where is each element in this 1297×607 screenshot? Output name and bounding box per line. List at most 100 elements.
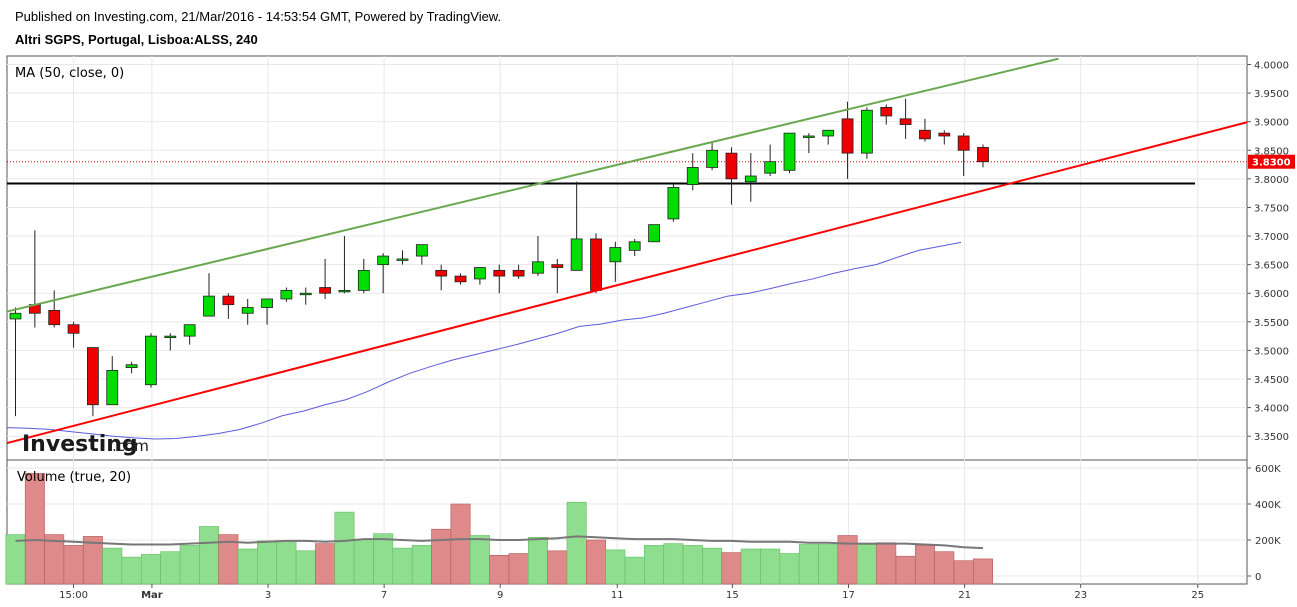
candle-body: [106, 370, 119, 406]
volume-bar: [818, 544, 839, 585]
volume-bar: [334, 511, 355, 585]
candle-body: [551, 264, 564, 268]
candle-body: [667, 187, 680, 220]
candle-body: [725, 152, 738, 180]
logo-investing: Investing: [22, 432, 138, 457]
candle-body: [280, 289, 293, 300]
price-tick-label: 3.3500: [1254, 432, 1289, 443]
volume-bar: [973, 558, 993, 585]
volume-bar: [663, 543, 684, 585]
axes: 4.0000 3.9500 3.9000 3.8500 3.8000 3.7500 3.70…: [59, 61, 1295, 601]
candle-body: [415, 244, 428, 257]
volume-bar: [373, 533, 394, 585]
last-price-tag: [1248, 154, 1295, 169]
candle-body: [87, 347, 99, 406]
candle-body: [261, 298, 273, 308]
candle-body: [454, 275, 467, 283]
volume-bar: [508, 553, 529, 585]
candle-body: [222, 295, 235, 306]
candle-body: [9, 312, 22, 320]
volume-bar: [566, 501, 587, 585]
volume-bar: [934, 551, 955, 585]
volume-bar: [740, 548, 761, 585]
price-tick-label: 3.7000: [1254, 232, 1289, 243]
price-tick-label: 3.6000: [1254, 289, 1289, 300]
price-panel: [6, 55, 1248, 461]
volume-tick-label: 0: [1255, 572, 1261, 583]
volume-bar: [702, 547, 723, 585]
candle-body: [899, 118, 912, 125]
volume-bar: [914, 545, 935, 585]
ma-indicator-label: MA (50, close, 0): [15, 66, 124, 81]
volume-bar: [489, 554, 510, 585]
candle-body: [338, 289, 351, 293]
x-tick-label: 9: [497, 590, 503, 601]
volume-bar: [5, 534, 26, 585]
price-tick-label: 3.5500: [1254, 318, 1289, 329]
candle-body: [706, 149, 718, 168]
candle-body: [435, 269, 448, 277]
volume-bar: [721, 552, 742, 585]
candle-body: [744, 175, 757, 183]
last-price-label: 3.8300: [1252, 158, 1291, 169]
price-tick-label: 3.8000: [1254, 175, 1289, 186]
x-tick-label: 3: [265, 590, 271, 601]
candle-body: [822, 129, 835, 137]
volume-bar: [431, 528, 452, 585]
volume-bar: [276, 540, 297, 585]
candle-body: [241, 307, 254, 314]
volume-bar: [953, 560, 974, 585]
candle-body: [609, 247, 622, 263]
candle-body: [67, 324, 80, 334]
volume-bar: [257, 540, 278, 585]
volume-bar: [586, 539, 606, 585]
price-tick-label: 3.7500: [1254, 203, 1289, 214]
price-tick-label: 3.4000: [1254, 404, 1289, 415]
volume-bar: [547, 550, 568, 585]
volume-bar: [895, 555, 916, 585]
volume-bar: [315, 543, 336, 585]
x-tick-label: 17: [842, 590, 855, 601]
volume-bar: [24, 473, 45, 585]
volume-bar: [140, 554, 161, 585]
volume-bar: [295, 550, 316, 585]
candle-body: [357, 269, 370, 291]
x-tick-label: 23: [1074, 590, 1087, 601]
volume-bar: [121, 556, 142, 585]
channel-upper-line: [6, 57, 1059, 313]
candle-body: [377, 255, 390, 266]
x-tick-label: 21: [958, 590, 971, 601]
candle-body: [512, 269, 525, 277]
volume-bar: [760, 548, 781, 585]
candle-body: [570, 238, 583, 271]
volume-bar: [102, 547, 123, 585]
candle-body: [628, 241, 641, 251]
volume-bar: [876, 542, 897, 585]
investing-logo: Investing .com: [22, 432, 149, 457]
volume-bar: [199, 526, 219, 585]
volume-bar: [179, 545, 200, 585]
candle-body: [319, 287, 332, 294]
price-tick-label: 3.8500: [1254, 146, 1289, 157]
candle-body: [125, 364, 138, 368]
x-tick-label: 7: [381, 590, 387, 601]
volume-bar: [779, 553, 800, 585]
candle-body: [957, 135, 970, 151]
volume-bars: [5, 473, 993, 585]
candle-body: [919, 129, 931, 140]
volume-tick-label: 400K: [1255, 500, 1281, 511]
candle-body: [164, 335, 177, 339]
price-tick-label: 3.5000: [1254, 346, 1289, 357]
volume-bar: [63, 545, 84, 585]
volume-tick-label: 200K: [1255, 536, 1281, 547]
candle-body: [396, 258, 409, 261]
volume-tick-label: 600K: [1255, 464, 1281, 475]
price-tick-label: 3.6500: [1254, 261, 1289, 272]
candle-body: [590, 238, 602, 291]
candle-body: [686, 167, 699, 185]
candle-body: [861, 109, 873, 154]
candle-body: [203, 295, 215, 317]
candle-body: [938, 132, 951, 137]
candle-body: [48, 309, 61, 326]
